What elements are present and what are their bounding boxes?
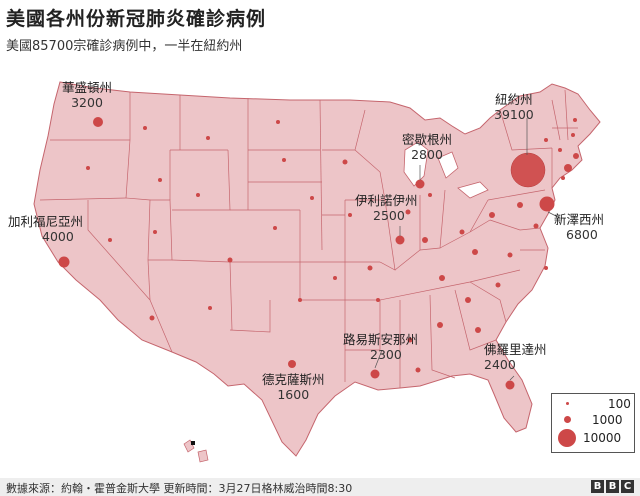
label-new-jersey: 新澤西州 6800 (554, 212, 604, 242)
legend-label-1000: 1000 (592, 413, 623, 427)
legend-row-10000: 10000 (552, 429, 634, 448)
legend-row-1000: 1000 (552, 413, 634, 432)
page-subtitle: 美國85700宗確診病例中，一半在紐約州 (6, 39, 243, 54)
label-michigan-value: 2800 (411, 147, 443, 162)
label-washington: 華盛頓州 3200 (62, 80, 112, 110)
label-florida-value: 2400 (484, 357, 516, 372)
new-jersey-bubble (539, 196, 555, 212)
michigan-bubble (415, 179, 425, 189)
state-borders (39, 89, 578, 388)
source-note: 數據來源：約翰・霍普金斯大學 更新時間：3月27日格林威治時間8:30 (6, 482, 353, 495)
page-title: 美國各州份新冠肺炎確診病例 (6, 8, 267, 30)
label-florida-name: 佛羅里達州 (484, 342, 547, 357)
legend-label-10000: 10000 (583, 431, 622, 445)
massachusetts-bubble (573, 153, 579, 159)
label-illinois-value: 2500 (373, 208, 405, 223)
label-california: 加利福尼亞州 4000 (8, 214, 83, 244)
bbc-logo-b1: B (591, 480, 604, 493)
connecticut-bubble (564, 164, 572, 172)
label-new-york-value: 39100 (494, 107, 534, 122)
texas-bubble (288, 360, 296, 368)
small-case-dots (86, 118, 577, 373)
label-california-value: 4000 (42, 229, 74, 244)
legend-circle-small (566, 402, 569, 405)
label-louisiana-name: 路易斯安那州 (343, 332, 419, 347)
bbc-logo-b2: B (606, 480, 619, 493)
washington-bubble (93, 117, 103, 127)
bubble-size-legend: 100 1000 10000 (551, 393, 635, 453)
label-california-name: 加利福尼亞州 (8, 214, 84, 229)
label-louisiana-value: 2300 (370, 347, 402, 362)
label-new-york-name: 紐約州 (495, 92, 533, 107)
georgia-bubble (475, 327, 481, 333)
leader-lines (374, 118, 561, 381)
label-texas-value: 1600 (277, 387, 310, 402)
new-york-bubble (510, 152, 546, 188)
us-mainland-outline (33, 81, 601, 457)
label-louisiana: 路易斯安那州 2300 (343, 332, 418, 362)
label-washington-value: 3200 (71, 95, 103, 110)
label-new-york: 紐約州 39100 (494, 92, 534, 122)
state-bubbles (58, 117, 579, 390)
bbc-logo: B B C (591, 480, 634, 493)
legend-circle-large (558, 429, 576, 447)
label-florida: 佛羅里達州 2400 (484, 342, 547, 372)
label-texas: 德克薩斯州 1600 (262, 372, 325, 402)
label-new-jersey-name: 新澤西州 (554, 212, 605, 227)
label-texas-name: 德克薩斯州 (262, 372, 325, 387)
bbc-logo-c: C (621, 480, 634, 493)
legend-circle-medium (564, 416, 571, 423)
california-bubble (58, 256, 70, 268)
label-illinois-name: 伊利諾伊州 (355, 193, 418, 208)
label-illinois: 伊利諾伊州 2500 (355, 193, 418, 223)
louisiana-bubble (370, 369, 380, 379)
illinois-bubble (395, 235, 405, 245)
label-new-jersey-value: 6800 (566, 227, 598, 242)
us-map (33, 81, 601, 463)
legend-label-100: 100 (608, 397, 631, 411)
legend-row-100: 100 (552, 396, 634, 414)
label-michigan-name: 密歇根州 (402, 132, 453, 147)
footer-bar: 數據來源：約翰・霍普金斯大學 更新時間：3月27日格林威治時間8:30 B B … (0, 478, 640, 496)
florida-bubble (505, 380, 515, 390)
label-washington-name: 華盛頓州 (62, 80, 113, 95)
great-lakes (403, 141, 489, 199)
hawaii (183, 439, 209, 463)
label-michigan: 密歇根州 2800 (402, 132, 452, 162)
